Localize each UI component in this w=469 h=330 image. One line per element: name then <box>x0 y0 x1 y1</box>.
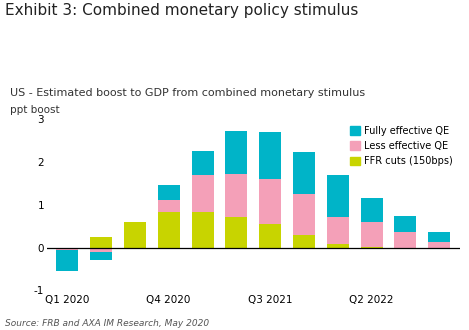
Bar <box>293 194 315 235</box>
Bar <box>293 235 315 248</box>
Bar <box>124 222 146 248</box>
Bar <box>361 247 383 248</box>
Bar <box>225 174 247 216</box>
Bar <box>90 252 112 260</box>
Bar <box>394 216 416 232</box>
Text: Source: FRB and AXA IM Research, May 2020: Source: FRB and AXA IM Research, May 202… <box>5 319 209 328</box>
Bar <box>361 222 383 247</box>
Bar <box>327 244 349 248</box>
Bar <box>191 151 213 175</box>
Bar <box>158 200 180 212</box>
Bar <box>394 232 416 248</box>
Bar <box>225 216 247 248</box>
Bar <box>56 249 78 271</box>
Text: US - Estimated boost to GDP from combined monetary stimulus: US - Estimated boost to GDP from combine… <box>10 88 365 98</box>
Bar <box>259 224 281 248</box>
Bar <box>56 248 78 249</box>
Bar <box>327 217 349 244</box>
Legend: Fully effective QE, Less effective QE, FFR cuts (150bps): Fully effective QE, Less effective QE, F… <box>348 124 455 168</box>
Bar <box>191 175 213 212</box>
Bar <box>158 212 180 248</box>
Bar <box>191 212 213 248</box>
Bar <box>90 237 112 248</box>
Text: Exhibit 3: Combined monetary policy stimulus: Exhibit 3: Combined monetary policy stim… <box>5 3 358 18</box>
Bar <box>327 176 349 217</box>
Text: ppt boost: ppt boost <box>10 105 60 115</box>
Bar <box>259 132 281 179</box>
Bar <box>90 248 112 252</box>
Bar <box>293 152 315 194</box>
Bar <box>158 185 180 200</box>
Bar <box>259 179 281 224</box>
Bar <box>361 198 383 222</box>
Bar <box>225 131 247 174</box>
Bar <box>428 242 450 248</box>
Bar <box>428 232 450 242</box>
